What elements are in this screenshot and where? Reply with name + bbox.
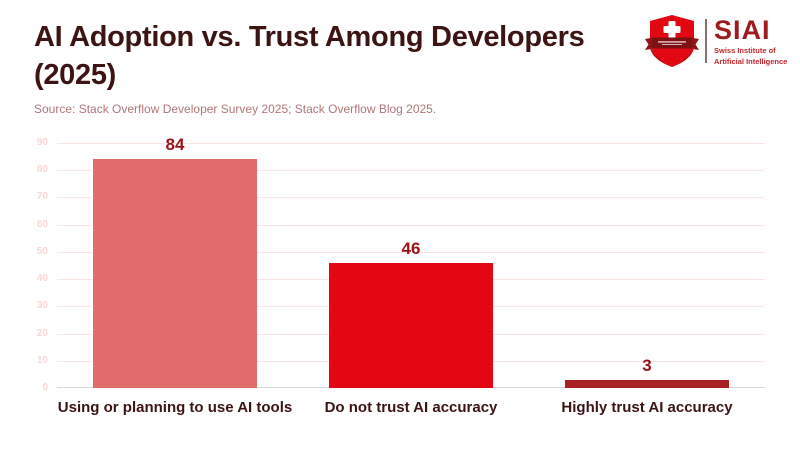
y-tick-40: 40 (36, 273, 48, 285)
logo-divider (705, 19, 707, 63)
bar-highly-trust-ai-accuracy (565, 379, 729, 388)
category-label-do-not-trust-ai-accuracy: Do not trust AI accuracy (324, 399, 498, 416)
bar-using-or-planning-to-use-ai-tools (93, 159, 257, 388)
logo-subtitle-line2: Artificial Intelligence (714, 56, 788, 66)
logo-subtitle-line1: Swiss Institute of (714, 45, 776, 55)
value-label-highly-trust-ai-accuracy: 3 (642, 355, 652, 375)
y-tick-80: 80 (36, 164, 48, 176)
bar-group-do-not-trust-ai-accuracy: 46 Do not trust AI accuracy (293, 143, 529, 416)
y-tick-90: 90 (36, 137, 48, 148)
gridline-60 (57, 224, 765, 226)
category-label-using-or-planning-to-use-ai-tools: Using or planning to use AI tools (57, 399, 293, 416)
y-tick-10: 10 (36, 354, 48, 366)
value-label-do-not-trust-ai-accuracy: 46 (401, 238, 421, 258)
y-tick-50: 50 (36, 245, 48, 257)
gridline-50 (57, 251, 765, 253)
y-tick-60: 60 (36, 218, 48, 230)
bar-group-using-or-planning-to-use-ai-tools: 84 Using or planning to use AI tools (57, 135, 293, 416)
y-tick-70: 70 (36, 191, 48, 203)
siai-logo: SIAI Swiss Institute of Artificial Intel… (644, 12, 787, 70)
gridline-90 (57, 143, 765, 144)
chart-title-line1: AI Adoption vs. Trust Among Developers (34, 21, 585, 53)
chart-title: AI Adoption vs. Trust Among Developers (… (34, 18, 585, 94)
y-tick-0: 0 (42, 382, 48, 393)
swiss-shield-icon (645, 15, 699, 67)
category-label-highly-trust-ai-accuracy: Highly trust AI accuracy (561, 399, 733, 416)
gridline-80 (57, 170, 765, 172)
chart-title-line2: (2025) (34, 59, 117, 91)
bar-chart-plot: 0 10 20 30 40 50 60 70 80 90 84 Using or planning t… (37, 135, 765, 416)
source-caption: Source: Stack Overflow Developer Survey … (34, 102, 437, 116)
logo-text: SIAI Swiss Institute of Artificial Intel… (714, 14, 788, 66)
gridline-70 (57, 197, 765, 199)
value-label-using-or-planning-to-use-ai-tools: 84 (165, 135, 185, 155)
bar-do-not-trust-ai-accuracy (329, 262, 493, 388)
logo-acronym: SIAI (714, 14, 771, 45)
y-tick-20: 20 (36, 327, 48, 339)
y-tick-30: 30 (36, 300, 48, 312)
bar-group-highly-trust-ai-accuracy: 3 Highly trust AI accuracy (529, 143, 765, 416)
